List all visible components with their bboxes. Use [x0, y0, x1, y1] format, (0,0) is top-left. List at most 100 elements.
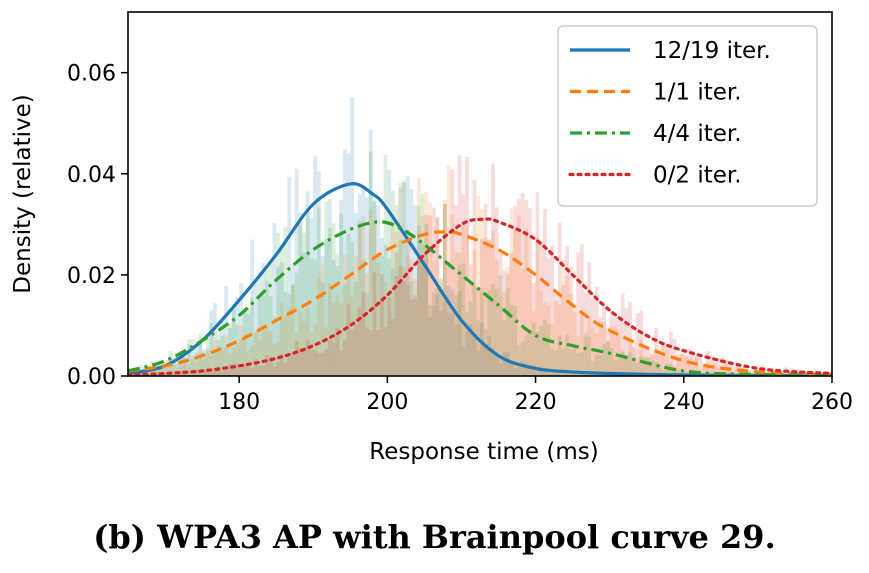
- histogram-bar-3: [505, 273, 510, 376]
- histogram-bar-3: [339, 350, 343, 376]
- histogram-bar-2: [376, 255, 380, 376]
- histogram-bar-0: [376, 205, 380, 376]
- histogram-bar-0: [146, 369, 151, 376]
- histogram-bar-0: [305, 191, 310, 376]
- histogram-bar-2: [294, 272, 299, 376]
- x-tick-label: 240: [663, 390, 705, 415]
- histogram-bar-1: [520, 268, 525, 376]
- histogram-bar-2: [309, 258, 314, 376]
- histogram-bar-0: [405, 175, 410, 376]
- histogram-bar-1: [216, 345, 221, 376]
- histogram-bar-0: [424, 259, 429, 376]
- histogram-bar-2: [498, 275, 503, 376]
- histogram-bar-2: [220, 335, 225, 376]
- histogram-bar-1: [539, 291, 543, 376]
- histogram-bar-1: [643, 355, 647, 376]
- histogram-bar-2: [472, 285, 477, 376]
- histogram-bar-2: [676, 369, 681, 376]
- histogram-bar-2: [179, 352, 184, 376]
- histogram-bar-3: [765, 369, 770, 376]
- histogram-bar-3: [209, 371, 214, 376]
- histogram-bar-2: [657, 363, 662, 376]
- histogram-bar-0: [316, 171, 321, 376]
- histogram-bar-0: [557, 370, 562, 376]
- histogram-bar-1: [183, 359, 188, 376]
- histogram-bar-0: [513, 367, 518, 376]
- histogram-bar-1: [472, 250, 477, 376]
- histogram-bar-3: [376, 329, 380, 376]
- histogram-bar-1: [502, 292, 506, 376]
- histogram-bar-0: [291, 264, 295, 376]
- histogram-bar-3: [268, 356, 273, 376]
- histogram-bar-2: [439, 278, 443, 376]
- density-line-3: [128, 217, 832, 376]
- histogram-bar-1: [413, 279, 418, 376]
- histogram-bar-2: [387, 258, 392, 376]
- histogram-bar-1: [572, 302, 577, 376]
- histogram-bar-3: [487, 240, 492, 376]
- histogram-bar-2: [424, 223, 429, 376]
- histogram-bar-2: [650, 360, 655, 376]
- histogram-bar-1: [198, 352, 203, 376]
- histogram-bar-2: [216, 332, 221, 376]
- histogram-bar-2: [250, 297, 254, 376]
- histogram-bar-0: [357, 194, 362, 376]
- histogram-bar-3: [394, 275, 399, 376]
- histogram-bar-3: [250, 367, 254, 376]
- histogram-bar-3: [302, 347, 306, 376]
- histogram-bar-2: [561, 348, 566, 376]
- histogram-bar-3: [676, 358, 681, 376]
- histogram-bar-2: [235, 325, 240, 376]
- histogram-bar-1: [735, 367, 740, 376]
- histogram-bar-0: [202, 349, 206, 376]
- histogram-bar-2: [502, 320, 506, 376]
- histogram-bar-2: [431, 305, 436, 376]
- histogram-bar-0: [250, 239, 254, 376]
- histogram-bar-0: [413, 204, 418, 376]
- histogram-bar-2: [176, 353, 180, 376]
- histogram-bar-0: [242, 308, 247, 376]
- histogram-bar-0: [313, 156, 317, 376]
- histogram-bar-2: [224, 347, 229, 376]
- histogram-bar-1: [613, 325, 618, 376]
- axis-ticks: 180 200 220 240 260 0.00 0.02 0.04 0.06: [67, 62, 853, 415]
- histogram-bar-1: [298, 311, 303, 376]
- histogram-bar-2: [620, 352, 625, 376]
- histogram-bar-3: [187, 372, 191, 376]
- histogram-bar-3: [305, 339, 310, 376]
- histogram-bar-2: [587, 336, 592, 376]
- histogram-bar-0: [524, 362, 529, 376]
- histogram-bar-2: [202, 352, 206, 376]
- histogram-bar-2: [320, 282, 325, 376]
- histogram-bar-3: [720, 356, 725, 376]
- histogram-bar-1: [676, 352, 681, 376]
- histogram-bar-1: [224, 335, 229, 376]
- histogram-bar-1: [294, 332, 299, 376]
- histogram-bar-2: [335, 253, 340, 376]
- histogram-bar-3: [750, 370, 755, 376]
- histogram-bar-2: [331, 223, 336, 376]
- histogram-bar-0: [172, 356, 177, 376]
- histogram-bar-1: [661, 341, 666, 376]
- histogram-bar-0: [572, 371, 577, 376]
- histogram-bar-2: [505, 288, 510, 376]
- legend-label-0: 12/19 iter.: [653, 38, 771, 64]
- histogram-bar-3: [517, 199, 521, 376]
- histogram-bar-2: [161, 361, 166, 376]
- histogram-bar-2: [583, 336, 588, 376]
- histogram-bar-1: [202, 359, 206, 376]
- histogram-bar-1: [328, 283, 332, 376]
- histogram-bar-2: [242, 308, 247, 376]
- histogram-bar-2: [613, 359, 618, 376]
- histogram-bar-3: [468, 264, 473, 376]
- histogram-bar-0: [468, 324, 473, 376]
- histogram-bar-0: [531, 364, 536, 376]
- histogram-bar-3: [413, 295, 418, 376]
- histogram-bar-2: [272, 316, 277, 376]
- histogram-bar-1: [554, 301, 558, 376]
- histogram-bar-3: [746, 369, 751, 376]
- histogram-bar-0: [591, 373, 595, 376]
- histogram-bar-1: [242, 334, 247, 376]
- histogram-bar-3: [172, 373, 177, 376]
- histogram-bar-0: [335, 265, 340, 376]
